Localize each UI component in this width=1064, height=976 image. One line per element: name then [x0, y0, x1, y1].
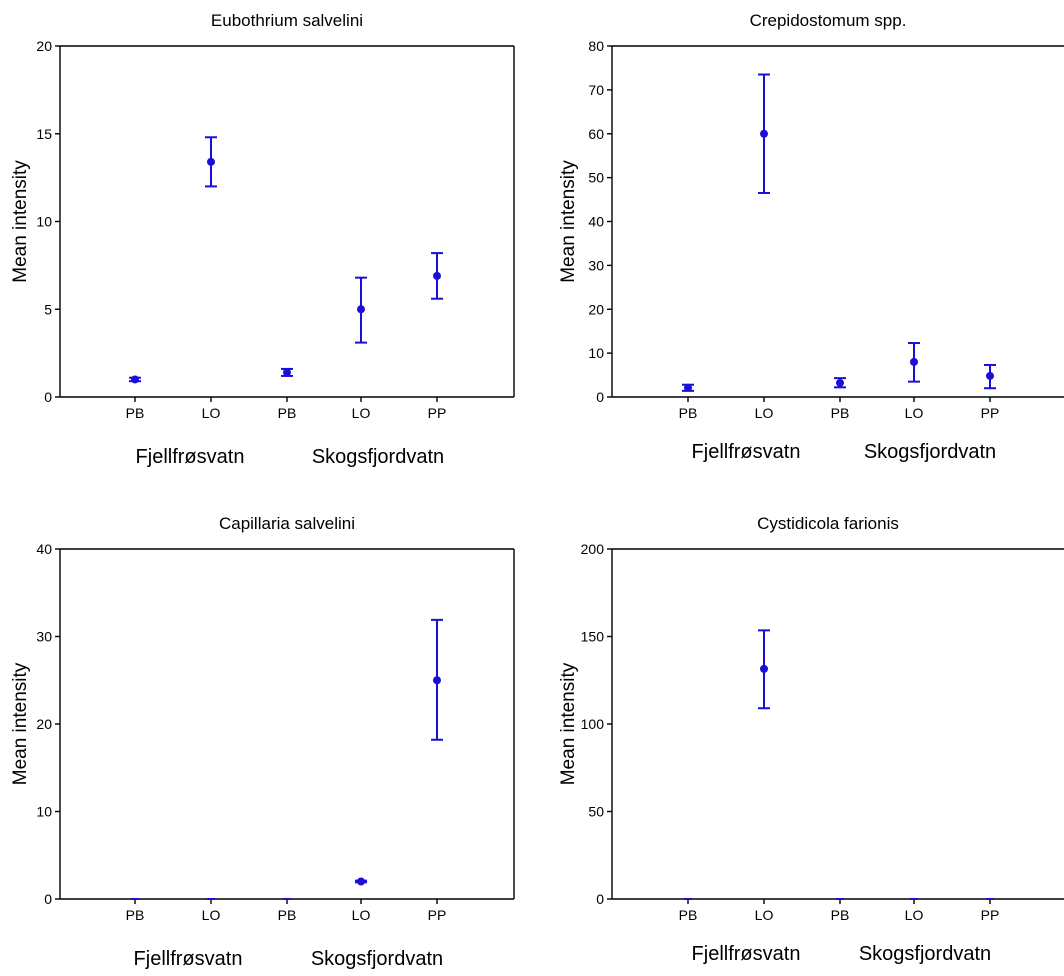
y-tick-label: 0: [44, 389, 52, 405]
x-tick-label: LO: [755, 405, 774, 421]
y-tick-label: 40: [36, 541, 52, 557]
x-tick-label: PB: [126, 907, 145, 923]
y-tick-label: 15: [36, 126, 52, 142]
panel-cystidicola: Cystidicola farionis Mean intensity 0 50 100…: [558, 514, 1064, 965]
x-tick-label: LO: [202, 907, 221, 923]
y-tick-label: 150: [581, 629, 605, 645]
data-point: [433, 676, 441, 685]
y-tick-label: 10: [36, 804, 52, 820]
x-tick-label: PP: [428, 405, 447, 421]
y-tick-label: 30: [588, 257, 604, 273]
x-tick-label: PP: [428, 907, 447, 923]
y-tick-label: 10: [588, 345, 604, 361]
y-tick-label: 0: [44, 891, 52, 907]
group-label: Skogsfjordvatn: [864, 441, 996, 463]
y-tick-label: 20: [588, 301, 604, 317]
y-axis-label: Mean intensity: [558, 160, 579, 283]
x-tick-label: PB: [831, 907, 850, 923]
y-axis-label: Mean intensity: [558, 662, 579, 785]
y-tick-label: 100: [581, 716, 605, 732]
data-point: [283, 368, 291, 377]
chart-title: Capillaria salvelini: [219, 514, 355, 533]
x-tick-label: PB: [679, 405, 698, 421]
chart-title: Crepidostomum spp.: [750, 11, 907, 30]
y-tick-label: 40: [588, 214, 604, 230]
data-point: [836, 378, 844, 387]
y-tick-label: 60: [588, 126, 604, 142]
group-label: Fjellfrøsvatn: [136, 446, 245, 468]
y-tick-label: 5: [44, 301, 52, 317]
data-point: [131, 375, 139, 384]
data-point: [910, 357, 918, 366]
data-point: [357, 877, 365, 886]
data-point: [357, 305, 365, 314]
x-tick-label: LO: [352, 405, 371, 421]
x-tick-label: PP: [981, 405, 1000, 421]
y-tick-label: 30: [36, 629, 52, 645]
x-tick-label: PB: [278, 405, 297, 421]
x-tick-label: LO: [905, 907, 924, 923]
group-label: Fjellfrøsvatn: [692, 441, 801, 463]
panel-crepidostomum: Crepidostomum spp. Mean intensity 0 10 20 30 4…: [558, 11, 1064, 463]
x-tick-label: LO: [755, 907, 774, 923]
group-label: Fjellfrøsvatn: [692, 943, 801, 965]
panel-capillaria: Capillaria salvelini Mean intensity 0 10 20 3…: [10, 514, 515, 970]
x-tick-label: PB: [831, 405, 850, 421]
y-tick-label: 200: [581, 541, 605, 557]
x-tick-label: LO: [202, 405, 221, 421]
y-tick-label: 50: [588, 170, 604, 186]
y-tick-label: 80: [588, 38, 604, 54]
x-tick-label: LO: [905, 405, 924, 421]
panel-eubothrium: Eubothrium salvelini Mean intensity 0 5 10 15…: [10, 11, 515, 468]
y-tick-label: 0: [596, 891, 604, 907]
data-point: [433, 271, 441, 280]
chart-title: Eubothrium salvelini: [211, 11, 363, 30]
y-tick-label: 70: [588, 82, 604, 98]
group-label: Skogsfjordvatn: [312, 446, 444, 468]
data-point: [760, 664, 768, 673]
data-point: [207, 157, 215, 166]
chart-title: Cystidicola farionis: [757, 514, 899, 533]
x-tick-label: PB: [126, 405, 145, 421]
y-tick-label: 10: [36, 214, 52, 230]
y-tick-label: 50: [588, 804, 604, 820]
y-axis-label: Mean intensity: [10, 662, 31, 785]
data-point: [684, 383, 692, 392]
group-label: Skogsfjordvatn: [311, 948, 443, 970]
y-tick-label: 20: [36, 38, 52, 54]
y-tick-label: 0: [596, 389, 604, 405]
x-tick-label: PB: [278, 907, 297, 923]
x-tick-label: LO: [352, 907, 371, 923]
group-label: Fjellfrøsvatn: [134, 948, 243, 970]
data-point: [760, 129, 768, 138]
y-axis-label: Mean intensity: [10, 160, 31, 283]
x-tick-label: PB: [679, 907, 698, 923]
group-label: Skogsfjordvatn: [859, 943, 991, 965]
x-tick-label: PP: [981, 907, 1000, 923]
y-tick-label: 20: [36, 716, 52, 732]
data-point: [986, 371, 994, 380]
